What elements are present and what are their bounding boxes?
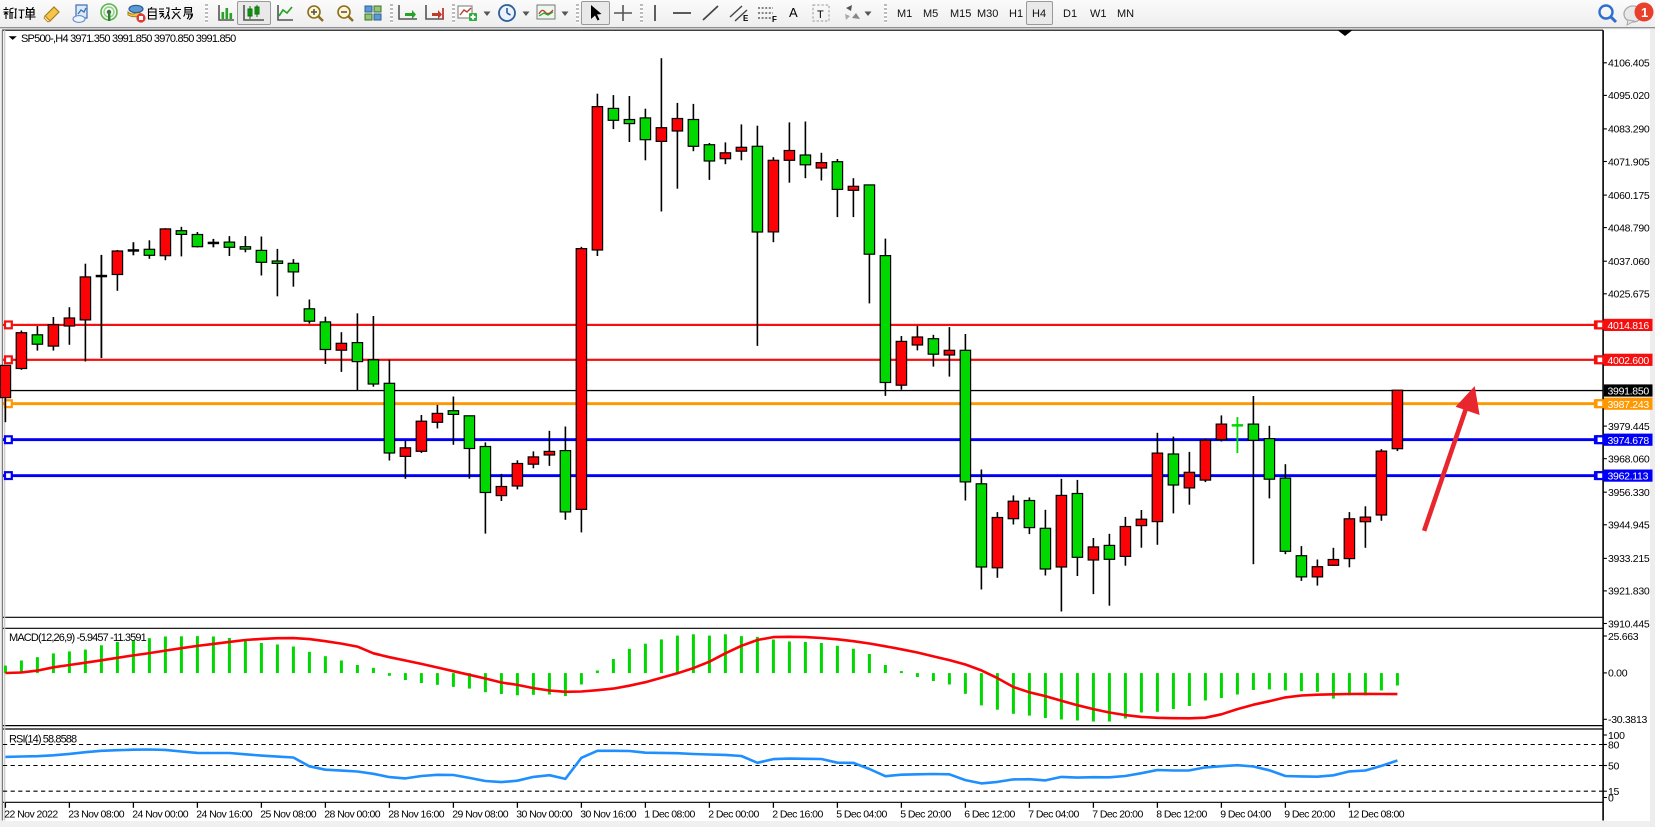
svg-text:T: T	[817, 9, 824, 21]
svg-text:1 Dec 08:00: 1 Dec 08:00	[644, 809, 695, 821]
svg-text:8 Dec 12:00: 8 Dec 12:00	[1156, 809, 1207, 821]
svg-text:15: 15	[1608, 786, 1620, 798]
svg-text:3974.678: 3974.678	[1608, 435, 1650, 447]
svg-text:23 Nov 08:00: 23 Nov 08:00	[68, 809, 125, 821]
svg-text:50: 50	[1608, 760, 1620, 772]
svg-text:29 Nov 08:00: 29 Nov 08:00	[452, 809, 509, 821]
svg-text:25.663: 25.663	[1608, 631, 1639, 643]
svg-text:4106.405: 4106.405	[1608, 58, 1650, 70]
svg-text:2 Dec 00:00: 2 Dec 00:00	[708, 809, 759, 821]
svg-text:80: 80	[1608, 739, 1620, 751]
svg-text:9 Dec 04:00: 9 Dec 04:00	[1220, 809, 1271, 821]
svg-text:12 Dec 08:00: 12 Dec 08:00	[1348, 809, 1405, 821]
svg-text:24 Nov 16:00: 24 Nov 16:00	[196, 809, 253, 821]
svg-text:4095.020: 4095.020	[1608, 90, 1650, 102]
svg-text:28 Nov 00:00: 28 Nov 00:00	[324, 809, 381, 821]
svg-text:0.00: 0.00	[1608, 668, 1628, 680]
svg-text:3979.445: 3979.445	[1608, 421, 1650, 433]
svg-text:3933.215: 3933.215	[1608, 553, 1650, 565]
svg-text:RSI(14) 58.8588: RSI(14) 58.8588	[9, 734, 77, 746]
svg-text:F: F	[772, 15, 777, 23]
svg-text:7 Dec 20:00: 7 Dec 20:00	[1092, 809, 1143, 821]
svg-text:4060.175: 4060.175	[1608, 190, 1650, 202]
svg-text:25 Nov 08:00: 25 Nov 08:00	[260, 809, 317, 821]
svg-text:5 Dec 04:00: 5 Dec 04:00	[836, 809, 887, 821]
svg-text:4002.600: 4002.600	[1608, 355, 1650, 367]
svg-text:3921.830: 3921.830	[1608, 586, 1650, 598]
svg-text:3968.060: 3968.060	[1608, 454, 1650, 466]
svg-text:MACD(12,26,9) -5.9457 -11.3591: MACD(12,26,9) -5.9457 -11.3591	[9, 632, 147, 644]
svg-text:0: 0	[1608, 792, 1614, 804]
svg-text:24 Nov 00:00: 24 Nov 00:00	[132, 809, 189, 821]
svg-text:3956.330: 3956.330	[1608, 487, 1650, 499]
svg-text:E: E	[743, 14, 749, 23]
svg-text:4083.290: 4083.290	[1608, 124, 1650, 136]
svg-text:30 Nov 00:00: 30 Nov 00:00	[516, 809, 573, 821]
svg-text:100: 100	[1608, 730, 1625, 742]
svg-text:3910.445: 3910.445	[1608, 618, 1650, 630]
svg-text:4048.790: 4048.790	[1608, 222, 1650, 234]
svg-text:3991.850: 3991.850	[1608, 386, 1650, 398]
svg-text:1: 1	[1641, 5, 1648, 20]
svg-text:4014.816: 4014.816	[1608, 320, 1650, 332]
svg-text:3987.243: 3987.243	[1608, 399, 1650, 411]
svg-text:4025.675: 4025.675	[1608, 289, 1650, 301]
svg-text:3962.113: 3962.113	[1608, 471, 1649, 483]
svg-text:4037.060: 4037.060	[1608, 256, 1650, 268]
svg-text:5 Dec 20:00: 5 Dec 20:00	[900, 809, 951, 821]
svg-text:28 Nov 16:00: 28 Nov 16:00	[388, 809, 445, 821]
svg-text:-30.3813: -30.3813	[1608, 714, 1648, 726]
svg-text:6 Dec 12:00: 6 Dec 12:00	[964, 809, 1015, 821]
svg-text:2 Dec 16:00: 2 Dec 16:00	[772, 809, 823, 821]
svg-text:4071.905: 4071.905	[1608, 156, 1650, 168]
svg-text:9 Dec 20:00: 9 Dec 20:00	[1284, 809, 1335, 821]
svg-text:22 Nov 2022: 22 Nov 2022	[4, 809, 58, 821]
svg-text:30 Nov 16:00: 30 Nov 16:00	[580, 809, 637, 821]
svg-text:SP500-,H4 3971.350 3991.850 3: SP500-,H4 3971.350 3991.850 3970.850 399…	[21, 33, 236, 45]
svg-text:3944.945: 3944.945	[1608, 520, 1650, 532]
svg-text:7 Dec 04:00: 7 Dec 04:00	[1028, 809, 1079, 821]
